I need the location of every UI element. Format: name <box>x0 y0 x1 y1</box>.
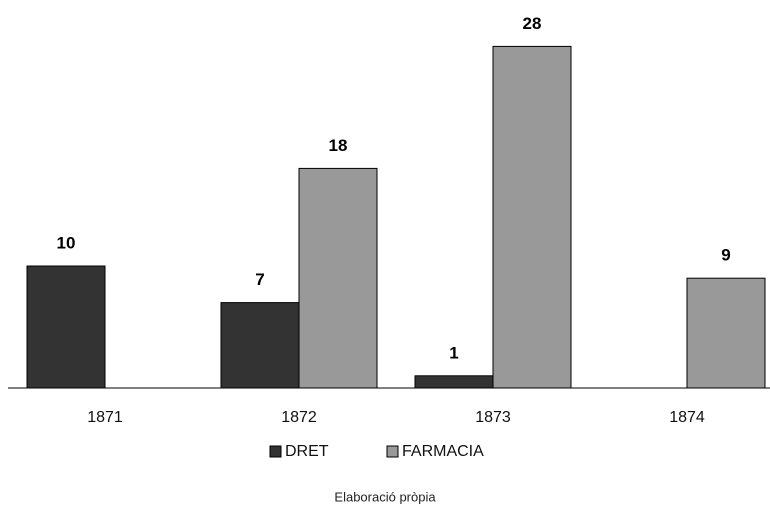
bar <box>298 167 378 389</box>
legend-swatch <box>386 445 399 458</box>
bar <box>414 375 494 389</box>
x-tick-label: 1873 <box>475 409 511 426</box>
source-note: Elaboració pròpia <box>334 489 436 504</box>
data-label: 1 <box>449 343 458 362</box>
data-label: 28 <box>523 14 542 33</box>
x-tick-label: 1874 <box>669 409 705 426</box>
data-label: 10 <box>57 233 76 252</box>
bar <box>220 302 300 389</box>
legend-label: DRET <box>285 443 329 460</box>
data-label: 18 <box>329 136 348 155</box>
bar <box>492 45 572 389</box>
x-tick-label: 1872 <box>281 409 317 426</box>
data-label: 9 <box>721 246 730 265</box>
x-tick-label: 1871 <box>87 409 123 426</box>
data-label: 7 <box>255 270 264 289</box>
bar <box>26 265 106 389</box>
legend-label: FARMACIA <box>402 443 484 460</box>
bar <box>686 277 766 389</box>
legend-swatch <box>269 445 282 458</box>
